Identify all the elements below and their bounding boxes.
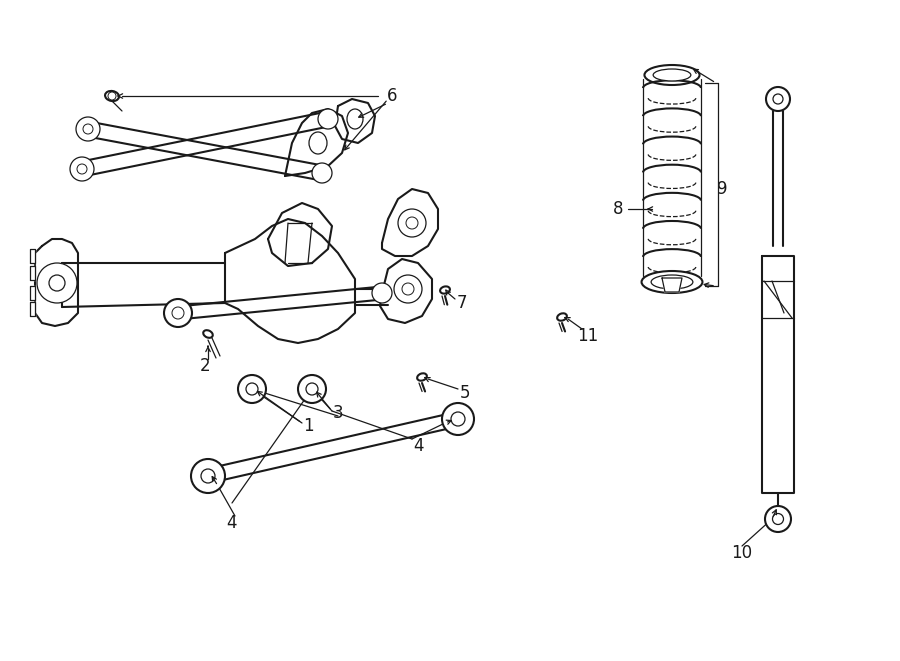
Circle shape [765,506,791,532]
Polygon shape [206,412,460,483]
Text: 2: 2 [200,357,211,375]
Circle shape [318,109,338,129]
Polygon shape [35,239,78,326]
Circle shape [398,209,426,237]
Polygon shape [268,203,332,266]
Ellipse shape [644,65,699,85]
Polygon shape [80,112,329,176]
Polygon shape [335,99,375,143]
Ellipse shape [651,275,693,289]
Polygon shape [225,219,355,343]
Circle shape [83,124,93,134]
Text: 1: 1 [302,417,313,435]
Text: 4: 4 [413,437,423,455]
Ellipse shape [203,330,212,338]
Text: 9: 9 [716,180,727,198]
Circle shape [172,307,184,319]
Circle shape [201,469,215,483]
Text: 4: 4 [227,514,238,532]
Text: 3: 3 [333,404,343,422]
Circle shape [772,514,784,524]
Circle shape [191,459,225,493]
Polygon shape [285,109,348,176]
Polygon shape [662,278,682,292]
Ellipse shape [418,373,427,381]
Circle shape [76,117,100,141]
Ellipse shape [642,271,703,293]
Circle shape [766,87,790,111]
Circle shape [49,275,65,291]
Circle shape [402,283,414,295]
Polygon shape [30,266,35,280]
Polygon shape [30,286,35,300]
Text: 10: 10 [732,544,752,562]
Circle shape [77,164,87,174]
Circle shape [37,263,77,303]
Text: 11: 11 [578,327,599,345]
Circle shape [773,94,783,104]
Circle shape [394,275,422,303]
Ellipse shape [347,109,363,129]
Text: 5: 5 [460,384,471,402]
Ellipse shape [309,132,327,154]
Polygon shape [177,286,382,319]
Polygon shape [30,249,35,263]
Ellipse shape [105,91,119,101]
Polygon shape [30,302,35,316]
Circle shape [306,383,318,395]
Circle shape [70,157,94,181]
Circle shape [312,163,332,183]
Ellipse shape [653,69,691,81]
Polygon shape [380,259,432,323]
Circle shape [406,217,418,229]
Circle shape [238,375,266,403]
Polygon shape [382,189,438,256]
Circle shape [246,383,258,395]
Text: 6: 6 [387,87,397,105]
Ellipse shape [557,313,567,321]
Circle shape [372,283,392,303]
Text: 7: 7 [456,294,467,312]
Polygon shape [762,256,794,493]
Ellipse shape [440,286,450,293]
Circle shape [451,412,465,426]
Circle shape [298,375,326,403]
Circle shape [164,299,192,327]
Circle shape [108,92,116,100]
Text: 8: 8 [613,200,623,218]
Circle shape [442,403,474,435]
Polygon shape [86,122,323,180]
